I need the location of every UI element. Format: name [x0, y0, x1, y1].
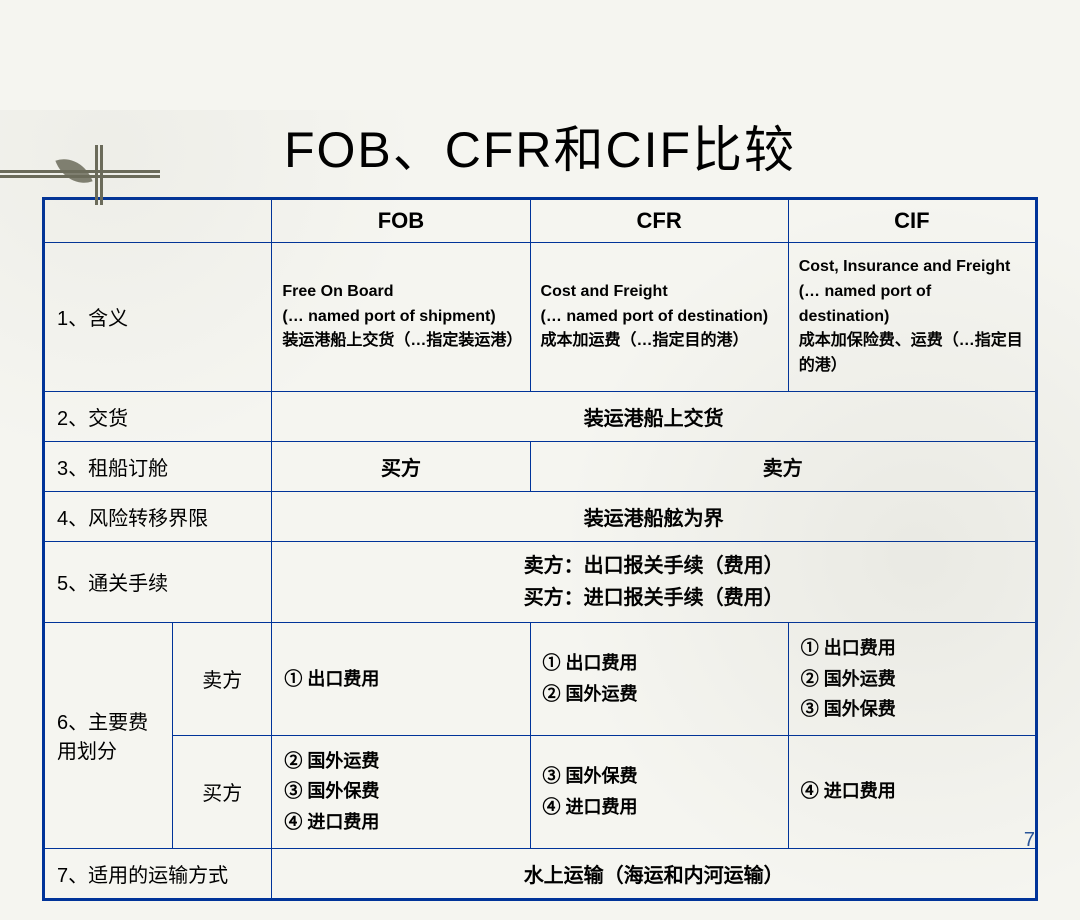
row7-merged: 水上运输（海运和内河运输）	[272, 848, 1037, 899]
row6-seller-cif: ① 出口费用② 国外运费③ 国外保费	[788, 622, 1036, 735]
table-row: 4、风险转移界限 装运港船舷为界	[44, 491, 1037, 541]
header-cif: CIF	[788, 199, 1036, 243]
row3-fob: 买方	[272, 441, 530, 491]
header-cfr: CFR	[530, 199, 788, 243]
row6-buyer-cfr: ③ 国外保费④ 进口费用	[530, 735, 788, 848]
comparison-table-wrap: FOB CFR CIF 1、含义 Free On Board(… named p…	[42, 197, 1038, 901]
row5-label: 5、通关手续	[44, 541, 272, 622]
row6-label: 6、主要费用划分	[44, 622, 173, 848]
table-row: 7、适用的运输方式 水上运输（海运和内河运输）	[44, 848, 1037, 899]
comparison-table: FOB CFR CIF 1、含义 Free On Board(… named p…	[42, 197, 1038, 901]
row6-seller-cfr: ① 出口费用② 国外运费	[530, 622, 788, 735]
row4-merged: 装运港船舷为界	[272, 491, 1037, 541]
table-row: 1、含义 Free On Board(… named port of shipm…	[44, 243, 1037, 392]
row1-cfr: Cost and Freight(… named port of destina…	[530, 243, 788, 392]
row5-line1: 卖方：出口报关手续（费用）	[280, 550, 1027, 582]
table-row: 买方 ② 国外运费③ 国外保费④ 进口费用 ③ 国外保费④ 进口费用 ④ 进口费…	[44, 735, 1037, 848]
row6-buyer-cif: ④ 进口费用	[788, 735, 1036, 848]
row1-cif: Cost, Insurance and Freight(… named port…	[788, 243, 1036, 392]
table-row: 5、通关手续 卖方：出口报关手续（费用） 买方：进口报关手续（费用）	[44, 541, 1037, 622]
table-row: 3、租船订舱 买方 卖方	[44, 441, 1037, 491]
row1-label: 1、含义	[44, 243, 272, 392]
row7-label: 7、适用的运输方式	[44, 848, 272, 899]
row2-label: 2、交货	[44, 391, 272, 441]
row1-fob: Free On Board(… named port of shipment)装…	[272, 243, 530, 392]
table-row: 2、交货 装运港船上交货	[44, 391, 1037, 441]
row3-label: 3、租船订舱	[44, 441, 272, 491]
row5-line2: 买方：进口报关手续（费用）	[280, 582, 1027, 614]
header-fob: FOB	[272, 199, 530, 243]
header-blank	[44, 199, 272, 243]
row4-label: 4、风险转移界限	[44, 491, 272, 541]
table-row: 6、主要费用划分 卖方 ① 出口费用 ① 出口费用② 国外运费 ① 出口费用② …	[44, 622, 1037, 735]
table-header-row: FOB CFR CIF	[44, 199, 1037, 243]
page-title: FOB、CFR和CIF比较	[0, 110, 1080, 182]
row6-buyer-label: 买方	[173, 735, 272, 848]
page-number: 7	[1024, 829, 1035, 852]
row6-seller-fob: ① 出口费用	[272, 622, 530, 735]
row5-merged: 卖方：出口报关手续（费用） 买方：进口报关手续（费用）	[272, 541, 1037, 622]
row6-seller-label: 卖方	[173, 622, 272, 735]
row3-cfr-cif: 卖方	[530, 441, 1036, 491]
row2-merged: 装运港船上交货	[272, 391, 1037, 441]
row6-buyer-fob: ② 国外运费③ 国外保费④ 进口费用	[272, 735, 530, 848]
